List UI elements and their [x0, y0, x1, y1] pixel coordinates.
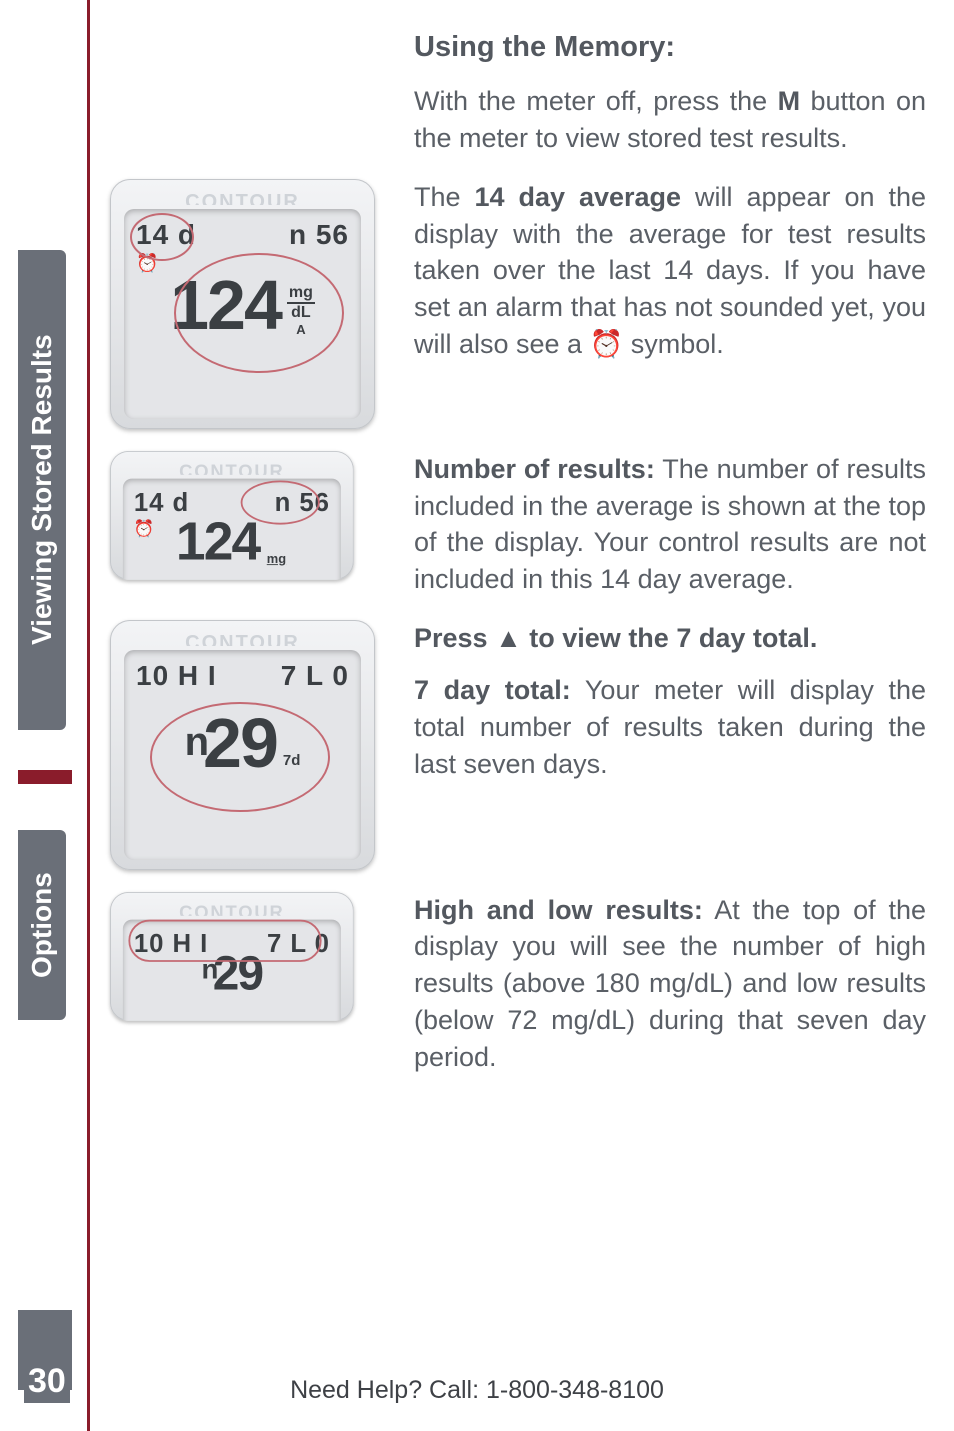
meter-brand: CONTOUR — [123, 903, 341, 916]
meter-display-14day: CONTOUR 14 d n 56 ⏰ 124 mg dL A — [110, 179, 375, 429]
paragraph-14day: The 14 day average will appear on the di… — [414, 179, 926, 363]
label-hi: 10 H I — [134, 929, 208, 958]
tab-viewing-stored-results[interactable]: Viewing Stored Results — [18, 250, 66, 730]
label-14d: 14 d — [136, 219, 196, 251]
unit-dl: dL — [289, 304, 313, 322]
tab-options[interactable]: Options — [18, 830, 66, 1020]
meter-display-highlow: CONTOUR 10 H I 7 L 0 n29 — [110, 892, 354, 1021]
label-lo: 7 L 0 — [281, 660, 349, 692]
alarm-icon: ⏰ — [590, 329, 624, 359]
tab-divider — [18, 770, 72, 784]
label-n56: n 56 — [275, 488, 330, 517]
bell-icon: ⏰ — [134, 519, 155, 538]
meter-display-7day: CONTOUR 10 H I 7 L 0 n29 7d — [110, 620, 375, 870]
label-n56: n 56 — [289, 219, 349, 251]
heading-press-up: Press ▲ to view the 7 day total. — [414, 620, 926, 657]
sub-7d: 7d — [283, 752, 301, 769]
meter-screen: 10 H I 7 L 0 n29 7d — [124, 650, 361, 860]
tab-label: Viewing Stored Results — [26, 335, 58, 646]
tab-label: Options — [26, 872, 58, 978]
meter-display-nresults: CONTOUR 14 d n 56 ⏰ 124 mg — [110, 451, 354, 580]
meter-screen: 14 d n 56 ⏰ 124 mg dL A — [124, 209, 361, 419]
paragraph-high-low: High and low results: At the top of the … — [414, 892, 926, 1076]
heading-using-memory: Using the Memory: — [414, 28, 926, 67]
meter-brand: CONTOUR — [124, 632, 361, 646]
sidebar-rail: Viewing Stored Results Options 30 — [0, 0, 90, 1431]
paragraph-number-results: Number of results: The number of results… — [414, 451, 926, 598]
meter-screen: 14 d n 56 ⏰ 124 mg — [123, 478, 341, 579]
paragraph-7day: 7 day total: Your meter will dis­play th… — [414, 672, 926, 782]
footer-help: Need Help? Call: 1-800-348-8100 — [0, 1376, 954, 1405]
paragraph-intro: With the meter off, press the M button o… — [414, 83, 926, 156]
meter-screen: 10 H I 7 L 0 n29 — [123, 919, 341, 1020]
reading-value: n29 — [185, 712, 277, 775]
reading-value: 124 — [170, 274, 281, 337]
meter-brand: CONTOUR — [124, 191, 361, 205]
label-hi: 10 H I — [136, 660, 217, 692]
unit-mg: mg — [265, 551, 288, 566]
page-content: Using the Memory: With the meter off, pr… — [110, 28, 926, 1351]
meter-brand: CONTOUR — [123, 462, 341, 475]
unit-mg: mg — [287, 284, 315, 304]
reading-value: 124 — [176, 518, 260, 566]
label-lo: 7 L 0 — [267, 929, 330, 958]
reading-value: n29 — [201, 952, 262, 995]
sub-a: A — [296, 322, 305, 337]
